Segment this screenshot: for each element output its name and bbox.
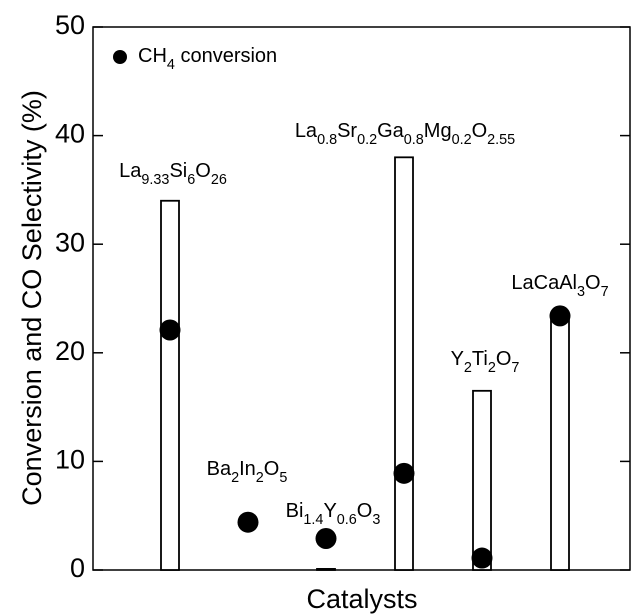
- y-tick-label: 30: [55, 227, 85, 257]
- y-tick-label: 20: [55, 336, 85, 366]
- point: [393, 462, 415, 484]
- category-label: La9.33Si6O26: [119, 160, 227, 188]
- legend-marker: [113, 50, 127, 64]
- y-tick-label: 40: [55, 119, 85, 149]
- point: [549, 305, 571, 327]
- bar: [394, 156, 414, 571]
- category-label: Ba2In2O5: [207, 458, 288, 486]
- bar: [550, 316, 570, 571]
- category-label: La0.8Sr0.2Ga0.8Mg0.2O2.55: [295, 120, 515, 148]
- y-tick-label: 0: [70, 553, 85, 583]
- category-label: Y2Ti2O7: [451, 348, 520, 376]
- point: [237, 511, 259, 533]
- point: [315, 528, 337, 550]
- point: [471, 547, 493, 569]
- y-tick-label: 10: [55, 445, 85, 475]
- plot-frame: [92, 26, 631, 571]
- category-label: LaCaAl3O7: [511, 272, 608, 300]
- point: [159, 319, 181, 341]
- legend-label: CH4 conversion: [138, 45, 277, 73]
- bar: [472, 389, 492, 571]
- y-axis-label: Conversion and CO Selectivity (%): [17, 90, 47, 506]
- y-tick-label: 50: [55, 10, 85, 40]
- bar: [160, 199, 180, 571]
- bar: [316, 568, 336, 571]
- x-axis-label: Catalysts: [306, 584, 417, 614]
- category-label: Bi1.4Y0.6O3: [286, 500, 381, 528]
